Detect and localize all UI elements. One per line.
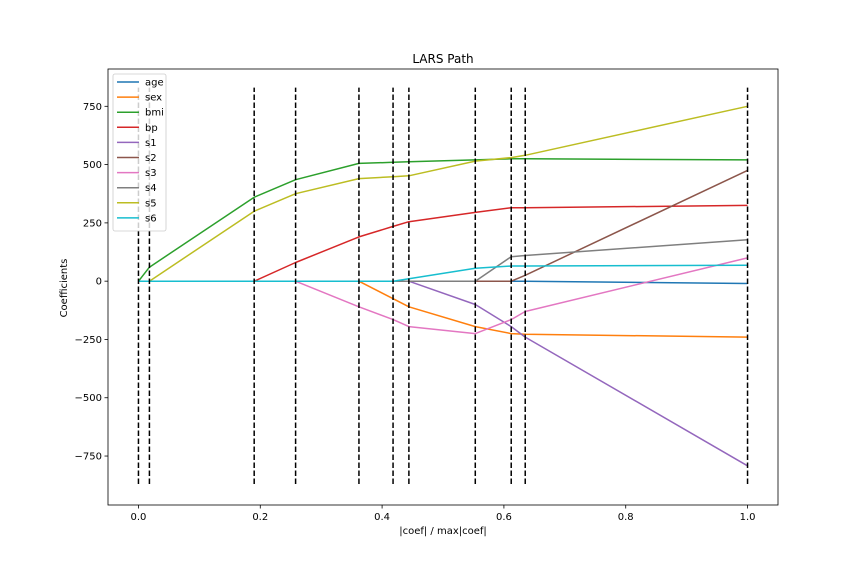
legend-label-sex: sex xyxy=(145,93,162,104)
legend-label-bmi: bmi xyxy=(145,108,164,119)
legend-label-s5: s5 xyxy=(145,198,157,209)
legend-label-bp: bp xyxy=(145,123,158,134)
legend: age sex bmi bp s1 s2 s3 s4 s5 s6 xyxy=(112,73,167,232)
chart-title: LARS Path xyxy=(412,52,473,66)
legend-box xyxy=(112,73,167,232)
y-tick-label: −750 xyxy=(75,452,102,463)
axes-frame xyxy=(107,68,779,506)
plot-background xyxy=(108,69,778,505)
x-tick-label: 0.2 xyxy=(252,512,268,523)
legend-label-age: age xyxy=(145,78,164,89)
x-tick-label: 1.0 xyxy=(740,512,756,523)
x-tick-label: 0.0 xyxy=(131,512,147,523)
x-tick-label: 0.8 xyxy=(618,512,634,523)
x-tick-label: 0.6 xyxy=(496,512,512,523)
x-tick-label: 0.4 xyxy=(374,512,390,523)
legend-label-s3: s3 xyxy=(145,168,157,179)
axes-layer: 0.0 0.2 0.4 0.6 0.8 1.0 750 500 250 0 −250 −500 −750 xyxy=(75,68,779,523)
legend-label-s4: s4 xyxy=(145,183,157,194)
legend-label-s1: s1 xyxy=(145,138,157,149)
legend-label-s2: s2 xyxy=(145,153,157,164)
legend-label-s6: s6 xyxy=(145,213,157,224)
y-axis-label: Coefficients xyxy=(59,259,70,318)
y-tick-label: −250 xyxy=(75,335,102,346)
y-tick-label: −500 xyxy=(75,393,102,404)
plot-area xyxy=(108,69,778,505)
y-tick-label: 250 xyxy=(83,218,102,229)
y-tick-label: 750 xyxy=(83,102,102,113)
y-tick-label: 0 xyxy=(96,277,102,288)
x-axis-label: |coef| / max|coef| xyxy=(399,526,487,537)
y-tick-label: 500 xyxy=(83,160,102,171)
